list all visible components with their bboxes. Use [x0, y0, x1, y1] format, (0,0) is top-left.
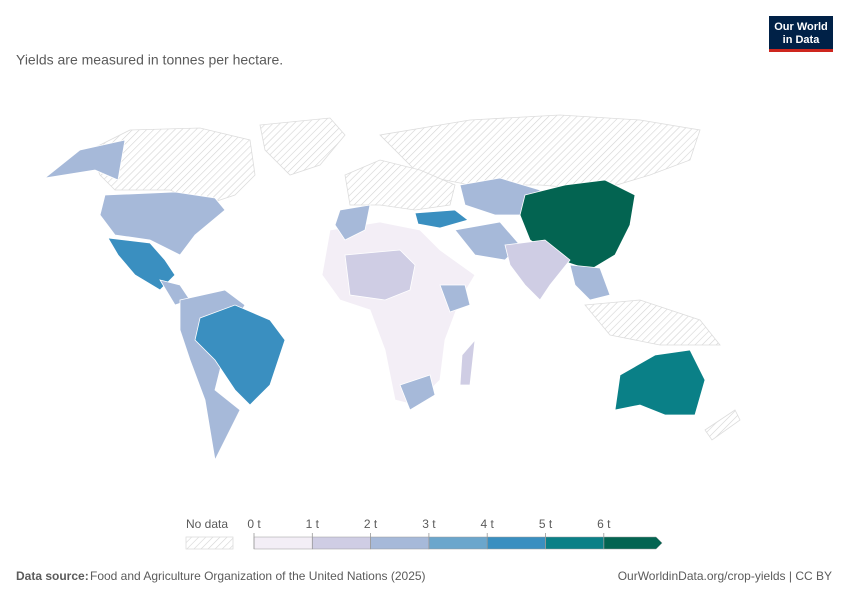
- region: [43, 139, 126, 181]
- legend-bin: [253, 536, 313, 550]
- legend-bin: [370, 536, 430, 550]
- region: [459, 338, 476, 386]
- legend-tick-label: 4 t: [481, 517, 495, 531]
- region: [704, 409, 741, 441]
- legend-bin: [486, 536, 546, 550]
- logo-box[interactable]: [769, 16, 833, 50]
- legend-tick-label: 2 t: [364, 517, 378, 531]
- map: [43, 114, 741, 462]
- source-label: Data source:: [16, 569, 89, 583]
- region: [259, 117, 346, 176]
- legend-bin: [603, 536, 663, 550]
- legend-bin: [312, 536, 371, 550]
- legend-tick-label: 3 t: [422, 517, 436, 531]
- source: Food and Agriculture Organization of the…: [90, 569, 426, 583]
- region: [194, 304, 286, 406]
- region: [334, 204, 371, 241]
- logo-text: in Data: [783, 34, 821, 46]
- region: [321, 221, 476, 406]
- legend-bin: [545, 536, 605, 550]
- region: [344, 159, 456, 211]
- logo-bar: [769, 49, 833, 52]
- subtitle: Yields are measured in tonnes per hectar…: [16, 52, 283, 68]
- no-data-label: No data: [186, 517, 228, 531]
- region: [89, 127, 256, 206]
- legend-tick-label: 0 t: [247, 517, 261, 531]
- logo-text: Our World: [774, 21, 828, 33]
- region: [399, 374, 436, 411]
- legend-tick-label: 1 t: [306, 517, 320, 531]
- legend-tick-label: 6 t: [597, 517, 611, 531]
- logo[interactable]: Our World in Data: [769, 16, 833, 52]
- legend-tick-label: 5 t: [539, 517, 553, 531]
- region: [99, 191, 226, 256]
- region: [379, 114, 701, 191]
- url: OurWorldinData.org/crop-yields | CC BY: [618, 569, 832, 583]
- region: [414, 209, 469, 229]
- region: [614, 349, 706, 416]
- region: [504, 239, 571, 301]
- legend: No data 0 t 1 t 2 t 3 t 4 t 5 t 6 t: [185, 517, 663, 550]
- region: [344, 249, 416, 301]
- region: [569, 264, 611, 301]
- region: [439, 284, 471, 313]
- legend-bin: [428, 536, 488, 550]
- no-data-swatch: [185, 536, 234, 550]
- region: [584, 299, 721, 346]
